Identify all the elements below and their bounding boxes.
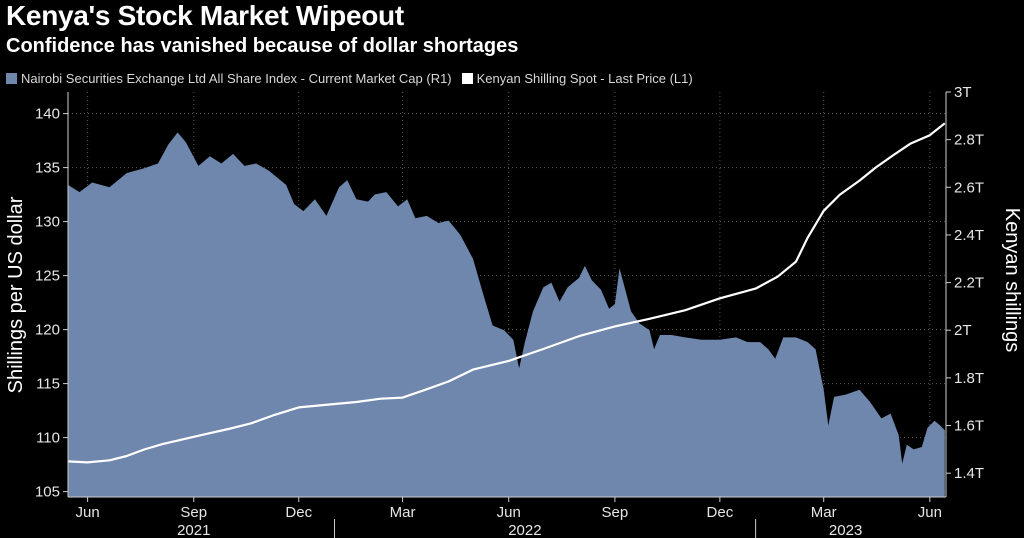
series-area-market-cap [68,132,945,497]
right-tick-label: 1.4T [954,465,984,482]
x-tick-label: Jun [918,504,942,521]
legend-item-market-cap: Nairobi Securities Exchange Ltd All Shar… [6,71,452,86]
x-tick-label: Jun [497,504,521,521]
left-tick-label: 135 [35,160,60,177]
x-tick-label: Dec [707,504,734,521]
year-label: 2021 [177,522,210,538]
left-tick-label: 105 [35,484,60,501]
legend-item-shilling: Kenyan Shilling Spot - Last Price (L1) [461,71,693,86]
chart-title: Kenya's Stock Market Wipeout [6,0,404,31]
series-line-shilling [67,122,946,464]
right-tick-label: 2T [954,322,972,339]
left-tick-label: 140 [35,106,60,123]
x-tick-label: Jun [76,504,100,521]
legend: Nairobi Securities Exchange Ltd All Shar… [6,71,703,86]
year-label: 2022 [508,522,541,538]
left-tick-label: 125 [35,268,60,285]
legend-label-shilling: Kenyan Shilling Spot - Last Price (L1) [476,71,693,86]
x-tick-label: Mar [811,504,837,521]
left-tick-label: 120 [35,322,60,339]
left-tick-label: 130 [35,214,60,231]
right-tick-label: 1.8T [954,370,984,387]
right-tick-label: 2.2T [954,275,984,292]
x-tick-label: Sep [602,504,629,521]
year-label: 2023 [829,522,862,538]
legend-label-market-cap: Nairobi Securities Exchange Ltd All Shar… [21,71,452,86]
left-tick-label: 110 [36,430,60,447]
x-tick-label: Mar [390,504,416,521]
right-axis-title: Kenyan shillings [1001,208,1023,353]
chart-subtitle: Confidence has vanished because of dolla… [6,35,519,57]
right-tick-label: 2.4T [954,227,984,244]
x-tick-label: Dec [285,504,312,521]
right-tick-label: 2.8T [954,132,984,149]
x-tick-label: Sep [180,504,207,521]
legend-swatch-shilling [461,73,473,84]
right-tick-label: 3T [954,84,972,101]
right-tick-label: 1.6T [954,418,984,435]
legend-swatch-market-cap [6,73,17,84]
left-axis-title: Shillings per US dollar [5,196,27,393]
right-tick-label: 2.6T [954,179,984,196]
left-tick-label: 115 [36,376,60,393]
